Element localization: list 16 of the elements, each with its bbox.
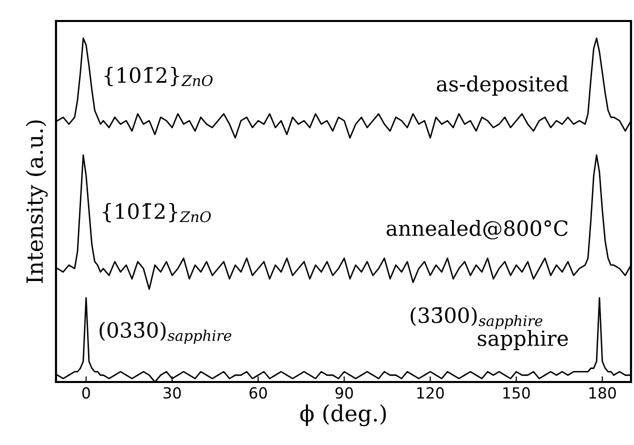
annotation: {101̄2}$_{ZnO}$ <box>104 66 213 86</box>
x-tick-label: 150 <box>503 387 530 399</box>
series-label: sapphire <box>478 330 568 350</box>
x-tick-label: 30 <box>164 387 181 399</box>
annotation: (033̄0)$_{sapphire}$ <box>100 322 232 344</box>
y-axis-title: Intensity (a.u.) <box>26 120 48 284</box>
x-tick-label: 60 <box>250 387 267 399</box>
series-label: as-deposited <box>436 76 568 96</box>
x-axis-title: ϕ (deg.) <box>300 404 386 426</box>
x-tick-label: 120 <box>417 387 444 399</box>
x-tick-label: 0 <box>82 387 90 399</box>
x-tick-label: 180 <box>589 387 616 399</box>
annotation: (33̄00)$_{sapphire}$ <box>410 306 542 330</box>
annotation: {101̄2}$_{ZnO}$ <box>102 202 211 222</box>
series-label: annealed@800°C <box>386 220 568 240</box>
x-tick-label: 90 <box>335 387 353 399</box>
